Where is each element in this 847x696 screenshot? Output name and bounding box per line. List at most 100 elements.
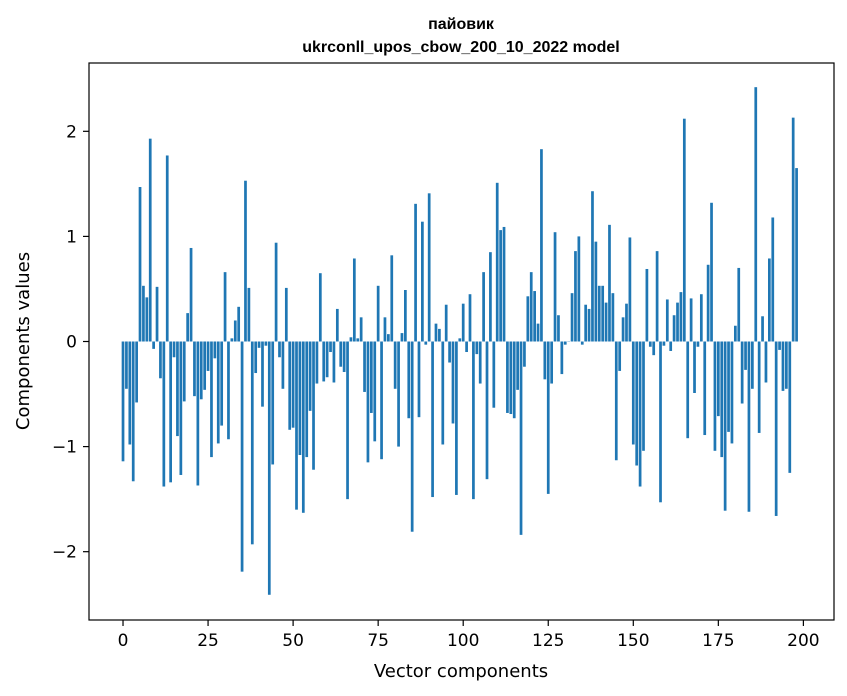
bar-30: [223, 272, 227, 342]
bar-103: [472, 341, 475, 500]
bar-180: [733, 325, 737, 342]
bar-46: [278, 341, 281, 358]
bar-22: [196, 341, 200, 486]
bar-179: [730, 341, 734, 444]
chart-title: пайовик: [428, 16, 495, 33]
bar-82: [400, 333, 404, 342]
bar-25: [206, 341, 210, 371]
bar-152: [638, 341, 642, 487]
bar-159: [662, 341, 666, 346]
bar-183: [744, 341, 747, 370]
bar-87: [417, 341, 421, 418]
bar-174: [713, 341, 717, 451]
bar-92: [434, 323, 438, 342]
bar-54: [305, 341, 309, 458]
bar-52: [298, 341, 302, 455]
x-tick-label-175: 175: [702, 631, 734, 651]
bar-51: [295, 341, 298, 510]
bar-80: [393, 341, 397, 389]
bar-4: [135, 341, 138, 403]
bar-34: [237, 306, 241, 342]
x-tick-label-150: 150: [617, 631, 649, 651]
bar-19: [186, 313, 190, 342]
bar-181: [737, 267, 741, 342]
bar-43: [267, 341, 271, 595]
bar-121: [533, 291, 536, 342]
bar-163: [676, 302, 679, 342]
bar-57: [315, 341, 319, 384]
bar-106: [482, 272, 485, 342]
bar-144: [611, 293, 615, 342]
bar-170: [699, 294, 703, 342]
x-tick-label-0: 0: [118, 631, 129, 651]
bar-125: [546, 341, 550, 494]
x-tick-label-25: 25: [197, 631, 219, 651]
x-tick-label-100: 100: [447, 631, 479, 651]
bar-16: [176, 341, 179, 437]
bar-171: [703, 341, 707, 436]
y-tick-label-2: 2: [66, 122, 77, 142]
bar-75: [376, 285, 380, 342]
bar-160: [665, 299, 669, 342]
bar-66: [346, 341, 349, 500]
bar-195: [785, 341, 788, 389]
bar-56: [312, 341, 315, 470]
bar-138: [591, 191, 594, 342]
bar-38: [250, 341, 254, 545]
bar-40: [257, 341, 261, 348]
bar-105: [478, 341, 482, 384]
bar-37: [247, 287, 251, 342]
bar-71: [363, 341, 366, 392]
bar-78: [387, 334, 390, 342]
x-tick-label-200: 200: [787, 631, 819, 651]
bar-39: [254, 341, 258, 374]
bar-115: [512, 341, 516, 419]
bars-group: [121, 87, 798, 595]
bar-166: [686, 341, 690, 439]
bar-12: [162, 341, 166, 487]
bar-18: [182, 341, 186, 402]
bar-60: [325, 341, 329, 378]
bar-72: [366, 341, 370, 463]
bar-155: [648, 341, 652, 347]
bar-10: [155, 286, 159, 342]
bar-97: [451, 341, 455, 424]
x-axis-ticks: 0 25 50 75 100 125 150 175 200: [118, 620, 820, 651]
bar-41: [261, 341, 264, 407]
bar-93: [438, 328, 441, 342]
bar-158: [659, 341, 662, 503]
x-axis-label: Vector components: [374, 661, 548, 682]
bar-53: [301, 341, 305, 513]
bar-98: [455, 341, 458, 495]
bar-110: [495, 182, 499, 342]
bar-186: [754, 87, 758, 342]
bar-198: [795, 168, 798, 342]
bar-36: [244, 180, 247, 342]
bar-8: [148, 138, 152, 342]
bar-111: [499, 230, 502, 342]
bar-120: [529, 272, 533, 342]
bar-15: [172, 341, 176, 358]
bar-28: [216, 341, 220, 444]
bar-146: [618, 341, 622, 371]
bar-169: [696, 341, 700, 347]
bar-126: [550, 341, 554, 384]
bar-114: [509, 341, 513, 415]
bar-58: [318, 273, 322, 342]
bar-44: [271, 341, 275, 465]
bar-29: [220, 341, 224, 426]
y-tick-label-1: 1: [66, 227, 77, 247]
bar-59: [322, 341, 326, 382]
bar-68: [352, 258, 356, 342]
bar-55: [308, 341, 312, 411]
bar-147: [621, 317, 625, 342]
bar-90: [427, 193, 431, 342]
bar-117: [519, 341, 523, 535]
bar-73: [369, 341, 373, 413]
bar-7: [145, 297, 149, 342]
bar-182: [740, 341, 744, 404]
bar-189: [764, 341, 768, 383]
bar-122: [536, 323, 540, 342]
bar-67: [349, 337, 353, 342]
bar-101: [465, 341, 468, 353]
